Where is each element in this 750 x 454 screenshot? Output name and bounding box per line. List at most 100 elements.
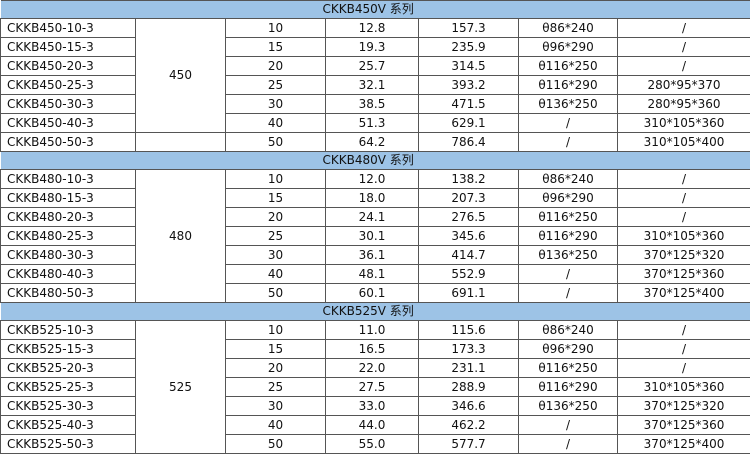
cylinder-size-cell: θ136*250 [519,95,618,114]
cap-current-cell: 346.6 [419,397,519,416]
cylinder-size-cell: θ136*250 [519,246,618,265]
cap-current-cell: 231.1 [419,359,519,378]
capacity-cell: 25 [226,227,326,246]
cap-current-cell: 577.7 [419,435,519,454]
cap-current-cell: 138.2 [419,170,519,189]
current-cell: 24.1 [326,208,419,227]
current-cell: 12.8 [326,19,419,38]
capacity-cell: 15 [226,38,326,57]
cap-current-cell: 276.5 [419,208,519,227]
box-size-cell: 280*95*360 [618,95,750,114]
cylinder-size-cell: / [519,416,618,435]
current-cell: 33.0 [326,397,419,416]
capacity-cell: 30 [226,397,326,416]
model-cell: CKKB525-15-3 [1,340,136,359]
cylinder-size-cell: / [519,114,618,133]
capacity-cell: 50 [226,435,326,454]
current-cell: 22.0 [326,359,419,378]
section-title: CKKB450V 系列 [1,1,750,19]
cylinder-size-cell: θ86*240 [519,321,618,340]
voltage-cell-empty [136,133,226,152]
cylinder-size-cell: θ96*290 [519,38,618,57]
capacity-cell: 30 [226,95,326,114]
voltage-cell: 525 [136,321,226,454]
current-cell: 16.5 [326,340,419,359]
model-cell: CKKB525-40-3 [1,416,136,435]
cylinder-size-cell: / [519,435,618,454]
box-size-cell: / [618,38,750,57]
cap-current-cell: 157.3 [419,19,519,38]
cylinder-size-cell: θ86*240 [519,19,618,38]
current-cell: 51.3 [326,114,419,133]
current-cell: 19.3 [326,38,419,57]
capacity-cell: 10 [226,19,326,38]
capacity-cell: 40 [226,114,326,133]
capacity-cell: 15 [226,340,326,359]
cap-current-cell: 288.9 [419,378,519,397]
capacity-cell: 25 [226,378,326,397]
current-cell: 48.1 [326,265,419,284]
model-cell: CKKB450-50-3 [1,133,136,152]
model-cell: CKKB450-15-3 [1,38,136,57]
cap-current-cell: 691.1 [419,284,519,303]
current-cell: 11.0 [326,321,419,340]
capacity-cell: 20 [226,57,326,76]
section-header: CKKB450V 系列 [1,1,750,19]
voltage-cell: 450 [136,19,226,133]
model-cell: CKKB480-30-3 [1,246,136,265]
cap-current-cell: 173.3 [419,340,519,359]
capacity-cell: 15 [226,189,326,208]
cylinder-size-cell: θ96*290 [519,340,618,359]
capacity-cell: 40 [226,416,326,435]
current-cell: 44.0 [326,416,419,435]
current-cell: 55.0 [326,435,419,454]
box-size-cell: 370*125*400 [618,284,750,303]
section-header: CKKB525V 系列 [1,303,750,321]
current-cell: 32.1 [326,76,419,95]
capacity-cell: 50 [226,133,326,152]
model-cell: CKKB525-10-3 [1,321,136,340]
model-cell: CKKB450-10-3 [1,19,136,38]
capacity-cell: 20 [226,208,326,227]
box-size-cell: 310*105*360 [618,378,750,397]
model-cell: CKKB480-10-3 [1,170,136,189]
cylinder-size-cell: θ116*250 [519,208,618,227]
capacity-cell: 30 [226,246,326,265]
box-size-cell: 370*125*360 [618,265,750,284]
box-size-cell: / [618,189,750,208]
capacity-cell: 10 [226,321,326,340]
current-cell: 12.0 [326,170,419,189]
current-cell: 25.7 [326,57,419,76]
capacity-cell: 10 [226,170,326,189]
cylinder-size-cell: θ116*290 [519,378,618,397]
model-cell: CKKB450-25-3 [1,76,136,95]
capacity-cell: 20 [226,359,326,378]
box-size-cell: 370*125*400 [618,435,750,454]
box-size-cell: / [618,208,750,227]
cylinder-size-cell: θ116*250 [519,359,618,378]
current-cell: 64.2 [326,133,419,152]
cylinder-size-cell: θ86*240 [519,170,618,189]
capacity-cell: 25 [226,76,326,95]
capacity-cell: 40 [226,265,326,284]
section-header: CKKB480V 系列 [1,152,750,170]
model-cell: CKKB480-15-3 [1,189,136,208]
model-cell: CKKB450-40-3 [1,114,136,133]
box-size-cell: 280*95*370 [618,76,750,95]
cap-current-cell: 115.6 [419,321,519,340]
cap-current-cell: 462.2 [419,416,519,435]
